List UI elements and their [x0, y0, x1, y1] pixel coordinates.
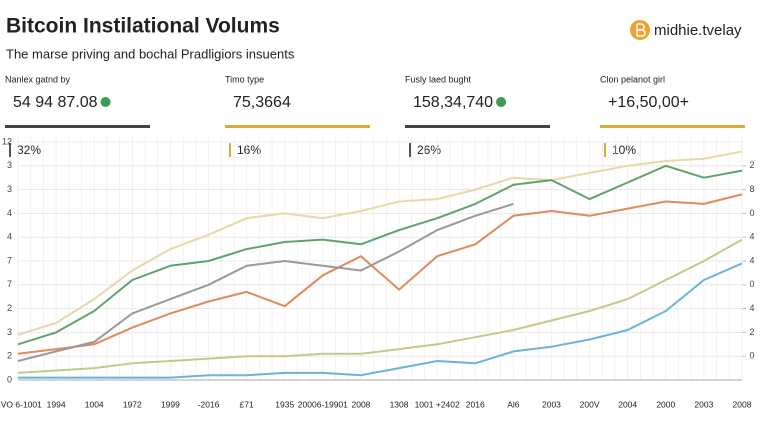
kpi-marker — [229, 143, 231, 157]
kpi-underline — [600, 125, 745, 128]
kpi-value: 75,3664 — [233, 94, 291, 111]
x-tick-label: 1004 — [85, 399, 104, 409]
kpi-underline — [405, 125, 550, 128]
series-line — [17, 150, 743, 336]
x-tick-label: Al6 — [507, 399, 520, 409]
y2-tick-label: 4 — [749, 232, 754, 242]
y-tick-label: 4 — [7, 208, 12, 218]
y-tick-label: 4 — [7, 232, 12, 242]
kpi-change: 32% — [17, 143, 41, 157]
y-tick-label: 2 — [7, 351, 12, 361]
x-tick-label: GVO 6-1001 — [0, 399, 42, 409]
y2-tick-label: 0 — [749, 279, 754, 289]
series-line — [17, 202, 514, 362]
kpi-marker — [604, 143, 606, 157]
x-tick-label: 1001 +2402 — [415, 399, 460, 409]
y2-tick-label: 0 — [749, 351, 754, 361]
y2-tick-label: 2 — [749, 160, 754, 170]
kpi-value: 158,34,740 — [413, 94, 493, 111]
x-tick-label: 2003 — [694, 399, 713, 409]
kpi-change: 26% — [417, 143, 441, 157]
y-tick-label: 3 — [7, 184, 12, 194]
x-tick-label: 1994 — [47, 399, 66, 409]
brand: midhie.tvelay — [654, 22, 742, 39]
kpi-marker — [409, 143, 411, 157]
kpi-label: Timo type — [225, 74, 264, 84]
kpi-change: 10% — [612, 143, 636, 157]
x-tick-label: 20006-19901 — [298, 399, 348, 409]
kpi-label: Clon pelanot girl — [600, 74, 665, 84]
y-tick-label: 3 — [7, 160, 12, 170]
kpi-underline — [5, 125, 150, 128]
brand-icon-glyph — [636, 23, 646, 37]
y2-tick-label: 2 — [749, 327, 754, 337]
y-tick-label: 7 — [7, 255, 12, 265]
y-tick-label: 2 — [7, 303, 12, 313]
y2-tick-label: 4 — [749, 255, 754, 265]
x-tick-label: £71 — [240, 399, 254, 409]
series-line — [17, 164, 743, 346]
title: Bitcoin Instilational Volums — [6, 15, 280, 38]
series-line — [18, 262, 743, 379]
y2-tick-label: 8 — [749, 184, 754, 194]
x-tick-label: 2016 — [466, 399, 485, 409]
x-tick-label: 2008 — [733, 399, 752, 409]
x-tick-label: 2004 — [618, 399, 637, 409]
kpi-icon — [100, 97, 111, 107]
x-tick-label: 1999 — [161, 399, 180, 409]
y-tick-label: 3 — [7, 327, 12, 337]
kpi-marker — [9, 143, 11, 157]
kpi-change: 16% — [237, 143, 261, 157]
kpi-label: Nanlex gatnd by — [5, 74, 71, 84]
kpi-label: Fusly laed bught — [405, 74, 472, 84]
kpi-value: 54 94 87.08 — [13, 94, 98, 111]
series-line — [17, 238, 743, 374]
kpi-icon — [496, 97, 507, 107]
x-tick-label: 1935 — [275, 399, 294, 409]
subtitle: The marse priving and bochal Pradligiors… — [6, 46, 295, 61]
kpi-underline — [225, 125, 370, 128]
y2-tick-label: 4 — [749, 303, 754, 313]
y-tick-label: 7 — [7, 279, 12, 289]
y-tick-label: 12 — [2, 136, 12, 146]
x-tick-label: -2016 — [198, 399, 220, 409]
x-tick-label: 2003 — [542, 399, 561, 409]
y2-tick-label: 0 — [749, 208, 754, 218]
kpi-value: +16,50,00+ — [608, 94, 689, 111]
series-line — [17, 193, 743, 355]
y-tick-label: 0 — [7, 374, 12, 384]
x-tick-label: 1308 — [390, 399, 409, 409]
x-tick-label: 2000 — [656, 399, 675, 409]
x-tick-label: 2008 — [351, 399, 370, 409]
x-tick-label: 200V — [580, 399, 600, 409]
x-tick-label: 1972 — [123, 399, 142, 409]
